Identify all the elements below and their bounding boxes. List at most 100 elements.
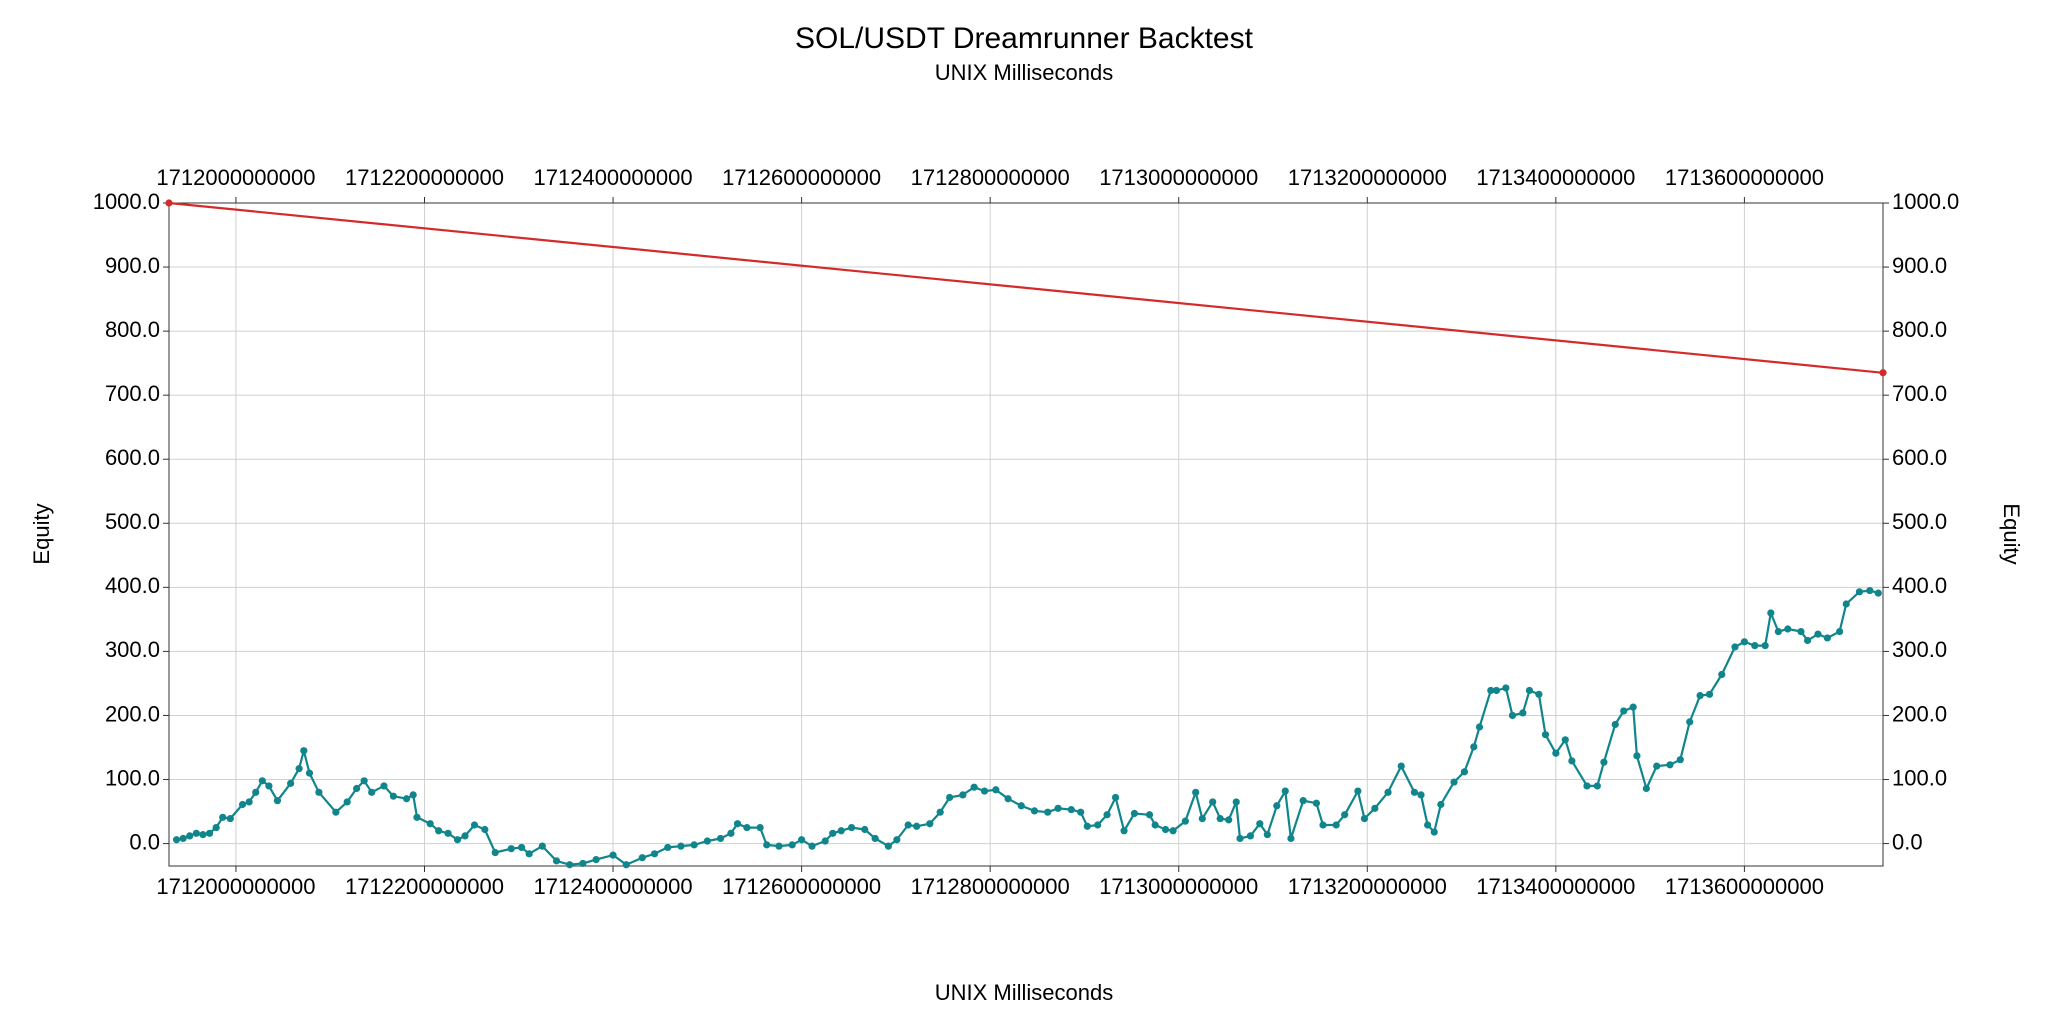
data-point — [733, 820, 742, 828]
data-point — [491, 848, 499, 857]
data-point — [518, 843, 526, 852]
data-point — [1879, 369, 1887, 377]
x2-tick-label: 1712000000000 — [156, 165, 315, 190]
x-tick-label: 1712200000000 — [345, 874, 504, 899]
data-point — [1332, 821, 1340, 829]
x-tick-label: 1713200000000 — [1288, 874, 1447, 899]
data-point — [426, 820, 434, 828]
data-point — [1676, 756, 1684, 764]
data-point — [1312, 799, 1320, 807]
x-tick-label: 1713600000000 — [1665, 874, 1824, 899]
data-point — [538, 842, 546, 850]
data-point — [1417, 791, 1425, 799]
data-point — [212, 823, 220, 832]
data-point — [1475, 723, 1484, 731]
data-point — [1354, 787, 1362, 795]
data-point — [507, 845, 515, 853]
data-point — [265, 782, 273, 790]
data-point — [219, 813, 227, 821]
data-point — [1803, 636, 1812, 645]
data-point — [245, 798, 253, 806]
data-point — [1519, 709, 1527, 717]
data-point — [1855, 588, 1864, 596]
data-point — [1568, 757, 1576, 765]
data-point — [847, 823, 856, 832]
data-point — [481, 825, 489, 834]
data-point — [368, 788, 376, 796]
data-point — [1836, 627, 1844, 636]
data-point — [861, 825, 869, 834]
data-point — [980, 787, 989, 795]
data-point — [1111, 793, 1120, 802]
data-point — [1299, 797, 1307, 805]
data-point — [1169, 827, 1177, 835]
data-point — [1067, 806, 1075, 814]
data-point — [1410, 788, 1419, 796]
data-point — [1487, 686, 1495, 695]
data-point — [1181, 817, 1189, 825]
data-point — [1583, 782, 1591, 790]
x2-tick-label: 1713600000000 — [1665, 165, 1824, 190]
data-point — [1535, 690, 1543, 698]
data-point — [677, 842, 685, 850]
x-tick-label: 1712400000000 — [534, 874, 693, 899]
data-point — [179, 834, 187, 843]
data-point — [579, 859, 587, 868]
data-point — [1561, 736, 1569, 744]
data-point — [893, 836, 901, 844]
data-point — [1814, 630, 1822, 638]
data-point — [343, 798, 351, 806]
data-point — [1044, 808, 1052, 816]
data-point — [970, 783, 978, 791]
data-point — [1552, 749, 1560, 757]
data-point — [1083, 822, 1091, 830]
data-point — [1460, 768, 1468, 776]
data-point — [1751, 642, 1759, 650]
data-point — [829, 829, 837, 837]
data-point — [650, 850, 659, 858]
data-point — [1696, 692, 1704, 700]
x2-tick-label: 1712400000000 — [534, 165, 693, 190]
y-tick-label: 900.0 — [105, 253, 160, 278]
y-axis-label: Equity — [29, 503, 54, 564]
data-point — [1030, 807, 1039, 815]
series-line — [168, 201, 1884, 374]
data-point — [1620, 707, 1628, 715]
y2-tick-label: 600.0 — [1892, 445, 1947, 470]
data-point — [199, 831, 207, 839]
x2-tick-label: 1712600000000 — [722, 165, 881, 190]
data-point — [1319, 821, 1327, 829]
y-tick-label: 100.0 — [105, 765, 160, 790]
data-point — [1281, 787, 1289, 795]
y2-tick-label: 900.0 — [1892, 253, 1947, 278]
data-point — [1823, 634, 1831, 642]
y2-tick-label: 700.0 — [1892, 381, 1947, 406]
data-point — [1236, 834, 1244, 843]
data-point — [353, 784, 361, 793]
data-point — [453, 836, 462, 844]
data-point — [1492, 686, 1501, 695]
data-point — [1225, 816, 1233, 824]
data-point — [1629, 703, 1637, 711]
plot-frame — [168, 202, 1884, 867]
data-point — [1541, 731, 1550, 739]
y2-tick-label: 500.0 — [1892, 509, 1947, 534]
data-point — [402, 795, 411, 803]
data-point — [1094, 821, 1102, 829]
x-tick-label: 1713400000000 — [1476, 874, 1635, 899]
data-point — [837, 827, 845, 835]
y2-tick-label: 800.0 — [1892, 317, 1947, 342]
data-point — [1450, 778, 1458, 786]
y-tick-label: 800.0 — [105, 317, 160, 342]
data-point — [1397, 762, 1405, 770]
data-point — [192, 829, 200, 837]
data-point — [926, 820, 934, 828]
y-tick-label: 700.0 — [105, 381, 160, 406]
data-point — [1360, 814, 1369, 823]
data-point — [435, 827, 443, 835]
data-point — [413, 813, 421, 821]
y-tick-label: 300.0 — [105, 637, 160, 662]
data-point — [409, 791, 417, 799]
data-point — [287, 779, 295, 787]
